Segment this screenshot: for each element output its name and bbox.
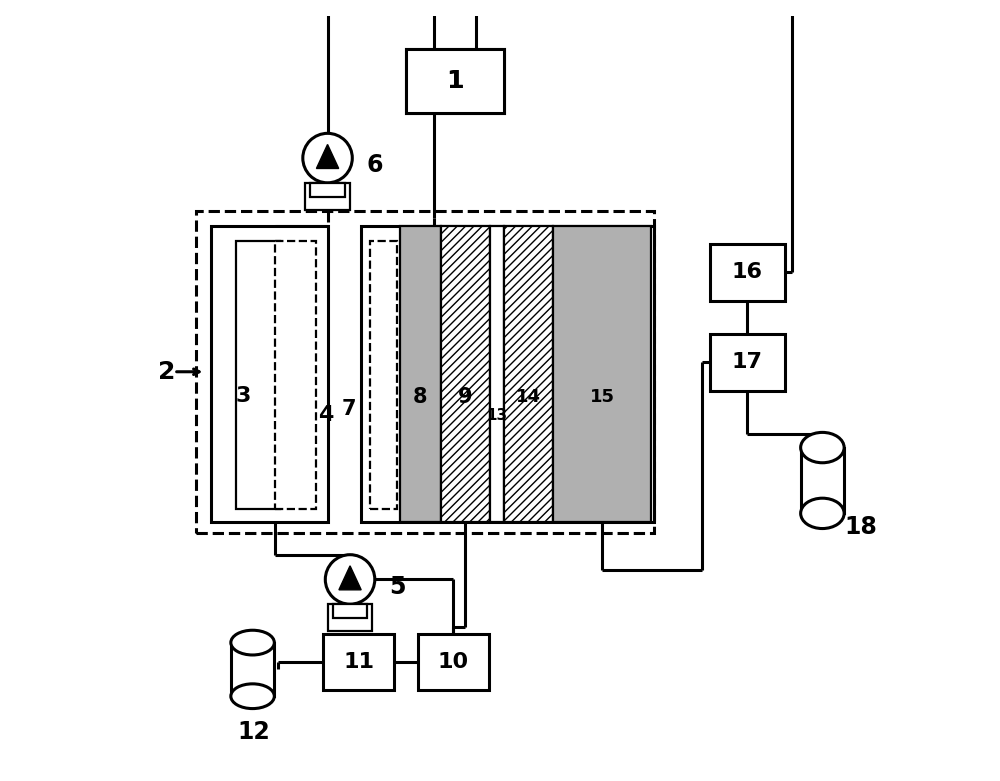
Polygon shape <box>339 565 361 590</box>
Text: 15: 15 <box>589 388 614 406</box>
Bar <box>323 634 394 690</box>
Circle shape <box>325 555 375 604</box>
Bar <box>490 226 504 522</box>
Bar <box>310 183 345 197</box>
Bar <box>441 226 490 522</box>
Bar <box>370 241 397 509</box>
Text: 4: 4 <box>318 405 333 425</box>
Bar <box>710 334 785 390</box>
Ellipse shape <box>231 630 274 655</box>
Text: 3: 3 <box>236 387 251 406</box>
Text: 10: 10 <box>438 652 469 672</box>
Bar <box>400 226 441 522</box>
Bar <box>504 226 553 522</box>
Polygon shape <box>316 144 339 169</box>
Text: 9: 9 <box>458 387 472 408</box>
Text: 2: 2 <box>158 360 175 383</box>
Bar <box>305 183 350 210</box>
Bar <box>406 49 504 113</box>
Ellipse shape <box>801 498 844 529</box>
Text: 14: 14 <box>516 388 541 406</box>
Bar <box>236 241 280 509</box>
Ellipse shape <box>801 433 844 463</box>
Ellipse shape <box>231 684 274 708</box>
Text: 11: 11 <box>343 652 374 672</box>
Text: 1: 1 <box>446 70 464 93</box>
Bar <box>231 643 274 696</box>
Bar <box>710 244 785 301</box>
Bar <box>801 448 844 513</box>
Bar <box>275 241 316 509</box>
Bar <box>328 604 372 631</box>
Bar <box>211 226 328 522</box>
Bar <box>418 634 489 690</box>
Text: 1: 1 <box>446 70 464 93</box>
Text: 6: 6 <box>367 154 383 177</box>
Text: 7: 7 <box>342 399 357 419</box>
Circle shape <box>303 134 352 183</box>
Bar <box>361 226 654 522</box>
Bar <box>406 49 504 113</box>
Bar <box>333 604 367 618</box>
Text: 17: 17 <box>732 352 763 373</box>
Bar <box>196 211 654 533</box>
Text: 16: 16 <box>732 262 763 283</box>
Text: 8: 8 <box>413 387 427 408</box>
Text: 13: 13 <box>486 408 508 423</box>
Text: 18: 18 <box>844 515 877 540</box>
Text: 5: 5 <box>389 575 406 599</box>
Bar <box>553 226 651 522</box>
Text: 12: 12 <box>238 719 270 744</box>
